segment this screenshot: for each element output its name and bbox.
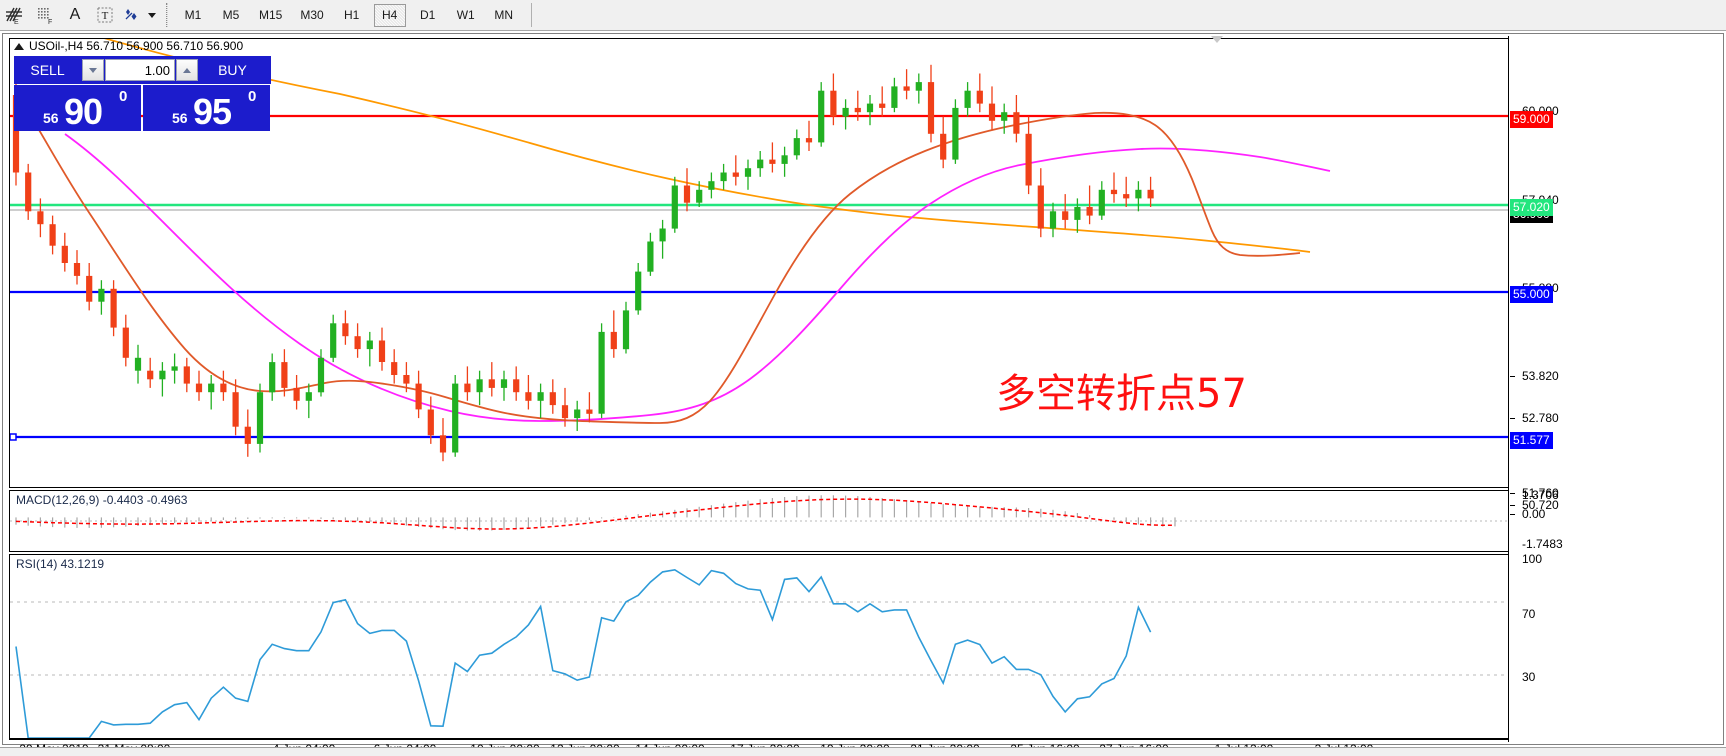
macd-tick-label: 0.00 — [1522, 507, 1546, 521]
rsi-chart-svg — [10, 568, 1511, 738]
timeframe-m30[interactable]: M30 — [300, 8, 324, 22]
chart-text-annotation: 多空转折点57 — [996, 371, 1247, 417]
macd-chart-svg — [10, 495, 1511, 531]
objects-icon[interactable] — [120, 1, 144, 30]
chart-dropdown-indicator-icon[interactable] — [1211, 36, 1223, 43]
ma-red-line — [19, 98, 1301, 424]
buy-button[interactable]: BUY — [218, 62, 247, 78]
buy-price-fraction: 0 — [248, 88, 257, 105]
macd-tick-label: -1.7483 — [1522, 537, 1563, 551]
rsi-indicator-title: RSI(14) 43.1219 — [16, 557, 105, 571]
rsi-tick-label: 30 — [1522, 670, 1536, 684]
rsi-tick-label: 70 — [1522, 607, 1536, 621]
volume-input[interactable]: 1.00 — [105, 59, 175, 81]
price-tick-label: 53.820 — [1522, 369, 1559, 383]
timeframe-mn[interactable]: MN — [494, 8, 514, 22]
ask-price-badge[interactable]: 57.020 — [1510, 199, 1553, 216]
support-line-51577-handle — [10, 433, 17, 441]
timeframe-group: M1 M5 M15 M30 H1 H4 D1 W1 MN — [174, 3, 523, 27]
volume-decrease-button[interactable] — [82, 59, 104, 81]
trade-panel-top-row: SELL 1.00 BUY — [14, 56, 271, 84]
macd-signal-line — [15, 498, 1175, 530]
resistance-level-badge[interactable]: 59.000 — [1510, 111, 1553, 128]
timeframe-m5[interactable]: M5 — [222, 8, 240, 22]
text-label-icon[interactable]: T — [90, 1, 120, 30]
sell-price-prefix: 56 — [43, 110, 59, 126]
one-click-trading-panel[interactable]: SELL 1.00 BUY 56 90 0 56 95 0 — [14, 56, 271, 132]
chevron-down-icon — [89, 67, 97, 73]
price-plot-area[interactable] — [10, 39, 1511, 487]
symbol-ohlc-text: USOil-,H4 56.710 56.900 56.710 56.900 — [29, 39, 244, 53]
macd-tick — [1510, 514, 1515, 515]
chart-inner[interactable]: MACD(12,26,9) -0.4403 -0.4963 RSI(14) 43… — [6, 36, 1720, 756]
sell-price-fraction: 0 — [119, 88, 128, 105]
grid-icon[interactable]: F — [30, 1, 60, 30]
symbol-header: USOil-,H4 56.710 56.900 56.710 56.900 — [14, 39, 243, 53]
price-scale[interactable]: 60.00057.94055.88053.82052.78051.76050.7… — [1508, 36, 1720, 742]
macd-plot-area[interactable] — [10, 491, 1511, 551]
main-toolbar: E F A T — [0, 0, 1726, 31]
timeframe-d1[interactable]: D1 — [420, 8, 436, 22]
svg-text:E: E — [14, 19, 19, 26]
price-tick — [1510, 493, 1515, 494]
support-level-badge-1[interactable]: 55.000 — [1510, 286, 1553, 303]
rsi-plot-area[interactable] — [10, 555, 1511, 738]
text-icon[interactable]: A — [60, 1, 90, 30]
toolbar-separator-1 — [166, 3, 168, 27]
time-axis-line — [9, 739, 1512, 740]
price-tick-label: 50.720 — [1522, 498, 1559, 512]
sell-price-box[interactable]: 56 90 0 — [14, 85, 141, 132]
buy-price-main: 95 — [193, 91, 232, 132]
chevron-down-icon — [148, 12, 156, 18]
timeframe-m1[interactable]: M1 — [184, 8, 202, 22]
trade-panel-price-row: 56 90 0 56 95 0 — [14, 85, 271, 132]
price-tick — [1510, 505, 1515, 506]
indicators-icon[interactable]: E — [0, 1, 30, 30]
chevron-up-icon — [183, 67, 191, 73]
toolbar-separator-2 — [530, 3, 533, 27]
rsi-curve — [15, 568, 1152, 738]
svg-text:T: T — [102, 10, 109, 22]
ma-orange-line — [104, 39, 1311, 253]
sell-button[interactable]: SELL — [30, 62, 65, 78]
sell-price-main: 90 — [64, 91, 103, 132]
support-level-badge-2[interactable]: 51.577 — [1510, 432, 1553, 449]
price-tick-label: 51.760 — [1522, 486, 1559, 500]
price-tick — [1510, 376, 1515, 377]
candlestick-layer — [12, 64, 1154, 462]
collapse-triangle-icon[interactable] — [14, 42, 24, 50]
chart-window[interactable]: MACD(12,26,9) -0.4403 -0.4963 RSI(14) 43… — [2, 33, 1724, 756]
ma-magenta-line — [64, 133, 1331, 422]
price-tick — [1510, 418, 1515, 419]
timeframe-h4[interactable]: H4 — [373, 3, 406, 27]
text-icon-glyph: A — [69, 6, 81, 23]
rsi-tick-label: 100 — [1522, 552, 1543, 566]
buy-price-prefix: 56 — [172, 110, 188, 126]
price-axis-line — [1508, 36, 1509, 742]
timeframe-w1[interactable]: W1 — [456, 8, 475, 22]
macd-histogram — [15, 495, 1176, 531]
volume-increase-button[interactable] — [176, 59, 198, 81]
objects-dropdown-arrow[interactable] — [144, 1, 160, 30]
status-bar — [0, 747, 1726, 756]
macd-tick-label: 1.3706 — [1522, 488, 1559, 502]
svg-text:F: F — [48, 19, 52, 26]
price-chart-svg — [10, 39, 1511, 462]
timeframe-m15[interactable]: M15 — [259, 8, 283, 22]
buy-price-box[interactable]: 56 95 0 — [143, 85, 270, 132]
macd-indicator-title: MACD(12,26,9) -0.4403 -0.4963 — [16, 493, 188, 507]
timeframe-h1[interactable]: H1 — [344, 8, 360, 22]
price-tick-label: 52.780 — [1522, 411, 1559, 425]
